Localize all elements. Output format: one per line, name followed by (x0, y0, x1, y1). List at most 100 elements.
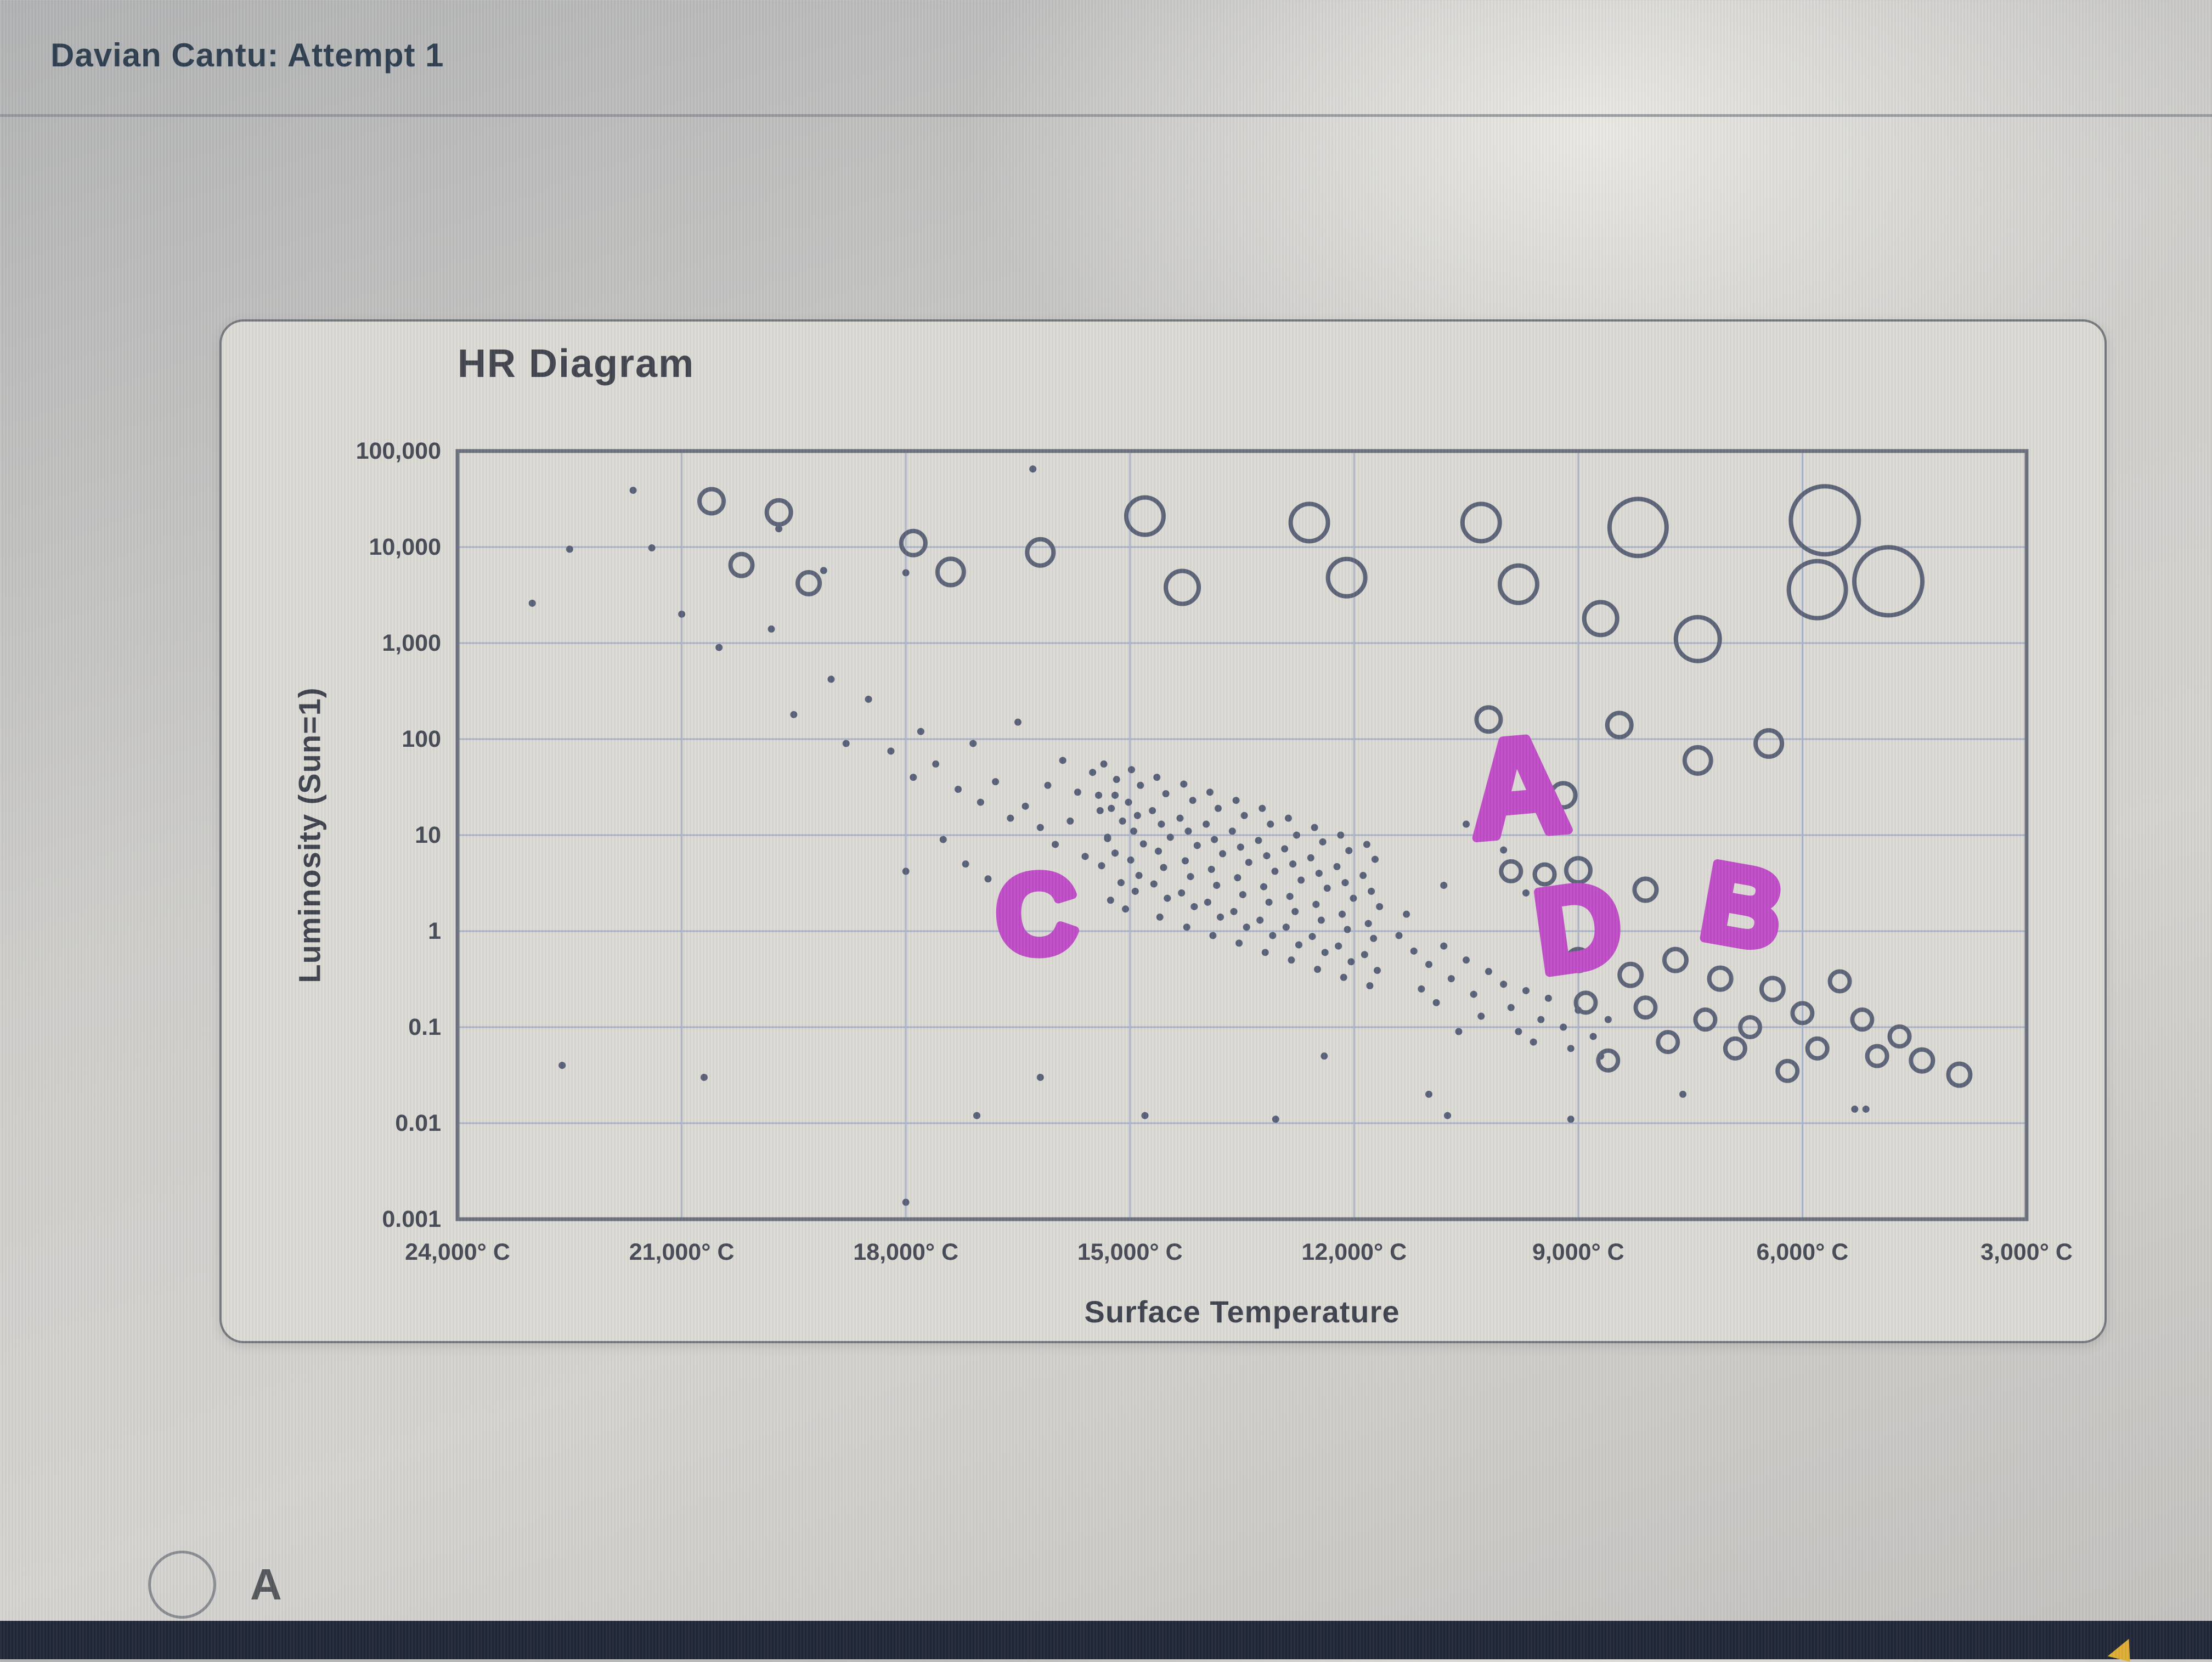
star-dot (1281, 845, 1289, 853)
star-dot (678, 610, 686, 618)
star-dot (1154, 847, 1162, 855)
star-ring (1632, 876, 1659, 903)
star-dot (1131, 887, 1139, 895)
star-ring (1788, 484, 1861, 557)
plot-border (455, 449, 2029, 1221)
star-dot (932, 760, 940, 768)
star-dot (1261, 949, 1269, 956)
answer-option-a[interactable]: A (148, 1551, 282, 1619)
star-dot (1213, 882, 1221, 889)
star-dot (1245, 859, 1252, 866)
star-ring (1865, 1044, 1889, 1068)
star-ring (1582, 600, 1620, 638)
star-dot (1403, 910, 1410, 918)
scatter-plot-canvas: A C D B (455, 449, 2029, 1221)
star-dot (1235, 939, 1243, 947)
star-dot (1052, 841, 1059, 848)
y-tick-label: 1,000 (382, 630, 441, 656)
x-axis-title: Surface Temperature (1084, 1294, 1400, 1329)
star-dot (1267, 820, 1274, 828)
x-tick-label: 12,000° C (1301, 1239, 1407, 1265)
star-ring (935, 556, 966, 588)
star-dot (842, 740, 850, 747)
annotation-letter-a: A (1463, 706, 1575, 867)
star-dot (715, 644, 723, 651)
star-ring (1827, 969, 1852, 994)
star-dot (1447, 975, 1455, 983)
star-ring (1025, 537, 1056, 568)
star-dot (1007, 814, 1014, 822)
star-dot (973, 1112, 981, 1119)
star-dot (700, 1074, 708, 1081)
star-dot (969, 740, 977, 747)
annotation-letter-c: C (994, 850, 1080, 978)
star-dot (902, 1198, 910, 1206)
star-dot (1455, 1028, 1463, 1035)
star-ring (1805, 1036, 1830, 1061)
star-dot (1463, 820, 1470, 828)
star-ring (1682, 745, 1713, 776)
star-dot (1207, 865, 1215, 873)
answer-option-label[interactable]: A (250, 1560, 282, 1609)
star-dot (1100, 760, 1108, 768)
star-dot (1323, 884, 1331, 892)
star-dot (1162, 790, 1170, 798)
star-dot (984, 875, 992, 883)
star-ring (1775, 1058, 1800, 1083)
star-dot (1269, 932, 1277, 939)
star-dot (1074, 788, 1081, 796)
star-dot (1851, 1105, 1859, 1113)
star-dot (1256, 916, 1264, 924)
y-tick-label: 10 (415, 822, 441, 848)
star-dot (1209, 932, 1217, 939)
star-ring (1850, 1007, 1875, 1032)
star-ring (795, 570, 822, 596)
star-dot (1272, 1115, 1279, 1123)
star-ring (1497, 563, 1539, 605)
star-dot (902, 569, 910, 577)
star-dot (1371, 855, 1379, 863)
star-dot (1137, 781, 1144, 789)
star-dot (1127, 766, 1135, 774)
chart-title: HR Diagram (458, 342, 695, 386)
star-dot (1117, 879, 1125, 887)
star-dot (1107, 897, 1114, 904)
star-dot (1376, 903, 1384, 910)
star-ring (1164, 568, 1201, 606)
star-dot (1862, 1105, 1870, 1113)
star-dot (1338, 910, 1346, 918)
star-ring (1633, 995, 1658, 1020)
radio-button-icon[interactable] (148, 1551, 216, 1619)
star-ring (1573, 990, 1598, 1015)
star-ring (1325, 556, 1368, 599)
star-dot (1214, 804, 1222, 812)
star-dot (1341, 879, 1349, 887)
star-dot (1022, 802, 1029, 810)
star-dot (1337, 831, 1345, 839)
star-ring (1909, 1047, 1936, 1074)
star-dot (1219, 850, 1227, 858)
star-dot (1153, 774, 1161, 781)
star-dot (1189, 797, 1197, 804)
star-dot (1184, 827, 1192, 835)
star-dot (827, 675, 835, 683)
star-dot (1288, 956, 1295, 964)
star-dot (1255, 837, 1262, 844)
star-dot (1081, 853, 1089, 860)
star-dot (1176, 814, 1184, 822)
star-dot (820, 567, 827, 574)
star-dot (790, 711, 798, 718)
star-dot (1335, 942, 1342, 950)
star-dot (1119, 817, 1126, 825)
star-dot (1260, 883, 1267, 891)
star-dot (1522, 987, 1530, 994)
star-ring (1662, 947, 1689, 973)
star-dot (1567, 1115, 1575, 1123)
star-dot (1113, 776, 1120, 784)
star-dot (977, 798, 984, 806)
star-dot (1364, 920, 1372, 927)
star-dot (1149, 807, 1156, 814)
star-dot (1425, 1090, 1432, 1098)
star-dot (1096, 807, 1104, 814)
star-dot (1259, 804, 1266, 812)
